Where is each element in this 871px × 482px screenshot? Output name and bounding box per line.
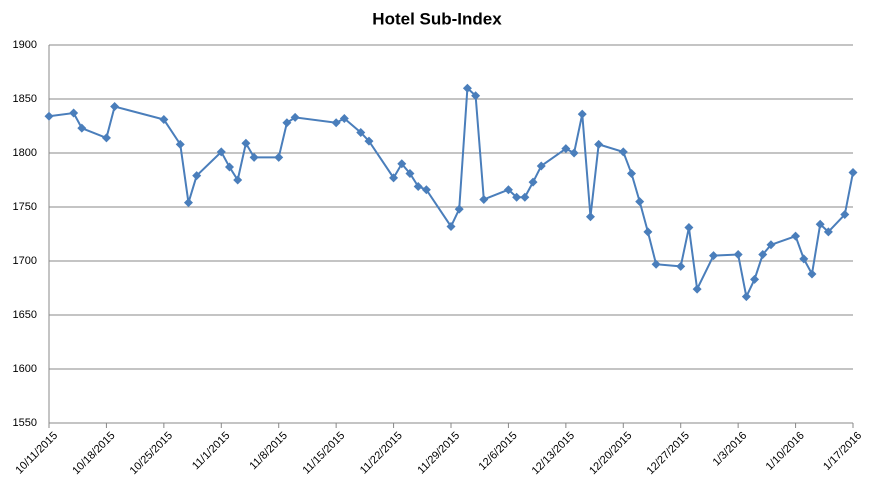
marker: [192, 171, 202, 181]
y-tick-label: 1600: [13, 363, 37, 375]
x-tick-label: 12/27/2015: [645, 430, 692, 477]
marker: [233, 175, 243, 185]
x-tick-label: 1/3/2016: [711, 430, 750, 469]
marker: [159, 115, 169, 125]
marker: [676, 261, 686, 271]
marker: [421, 185, 431, 195]
x-tick-label: 12/13/2015: [530, 430, 577, 477]
x-tick-label: 10/25/2015: [128, 430, 175, 477]
marker: [462, 83, 472, 93]
marker: [692, 284, 702, 294]
marker: [741, 292, 751, 302]
marker: [750, 274, 760, 284]
marker: [69, 108, 79, 118]
marker: [709, 251, 719, 261]
x-tick-label: 12/6/2015: [477, 430, 520, 473]
marker: [175, 139, 185, 149]
marker: [331, 118, 341, 128]
chart-title: Hotel Sub-Index: [372, 9, 502, 28]
x-tick-label: 11/1/2015: [190, 430, 233, 473]
marker: [405, 169, 415, 179]
x-tick-label: 1/10/2016: [764, 430, 807, 473]
marker: [536, 161, 546, 171]
marker: [594, 139, 604, 149]
marker: [520, 192, 530, 202]
marker: [77, 123, 87, 133]
x-tick-label: 11/8/2015: [247, 430, 290, 473]
marker: [446, 221, 456, 231]
marker: [389, 173, 399, 183]
marker: [110, 102, 120, 112]
marker: [44, 111, 54, 121]
marker: [249, 152, 259, 162]
y-tick-label: 1550: [13, 417, 37, 429]
y-tick-label: 1700: [13, 255, 37, 267]
marker: [356, 127, 366, 137]
x-tick-label: 10/11/2015: [13, 430, 60, 477]
marker: [577, 109, 587, 119]
x-tick-label: 11/29/2015: [415, 430, 462, 477]
x-tick-label: 11/22/2015: [358, 430, 405, 477]
marker: [183, 198, 193, 208]
marker: [815, 219, 825, 229]
marker: [626, 169, 636, 179]
marker: [216, 147, 226, 157]
marker: [643, 227, 653, 237]
marker: [840, 210, 850, 220]
marker: [413, 181, 423, 191]
y-tick-label: 1800: [13, 147, 37, 159]
marker: [651, 259, 661, 269]
marker: [224, 162, 234, 172]
marker: [274, 152, 284, 162]
marker: [585, 212, 595, 222]
marker: [569, 148, 579, 158]
marker: [290, 112, 300, 122]
marker: [807, 269, 817, 279]
marker: [758, 250, 768, 260]
x-tick-label: 11/15/2015: [301, 430, 348, 477]
marker: [282, 118, 292, 128]
marker: [397, 159, 407, 169]
marker: [848, 167, 858, 177]
marker: [618, 147, 628, 157]
marker: [766, 240, 776, 250]
marker: [339, 113, 349, 123]
marker: [101, 133, 111, 143]
marker: [791, 231, 801, 241]
x-tick-label: 1/17/2016: [821, 430, 864, 473]
marker: [635, 197, 645, 207]
marker: [503, 185, 513, 195]
y-tick-label: 1900: [13, 39, 37, 51]
y-tick-label: 1650: [13, 309, 37, 321]
marker: [684, 223, 694, 233]
marker: [528, 177, 538, 187]
marker: [512, 192, 522, 202]
marker: [733, 250, 743, 260]
marker: [799, 254, 809, 264]
marker: [823, 227, 833, 237]
marker: [479, 194, 489, 204]
marker: [241, 138, 251, 148]
marker: [364, 136, 374, 146]
marker: [561, 144, 571, 154]
marker: [454, 204, 464, 214]
y-tick-label: 1750: [13, 201, 37, 213]
x-tick-label: 12/20/2015: [587, 430, 634, 477]
series-line: [48, 86, 854, 300]
marker: [471, 91, 481, 101]
x-tick-label: 10/18/2015: [70, 430, 117, 477]
y-tick-label: 1850: [13, 93, 37, 105]
